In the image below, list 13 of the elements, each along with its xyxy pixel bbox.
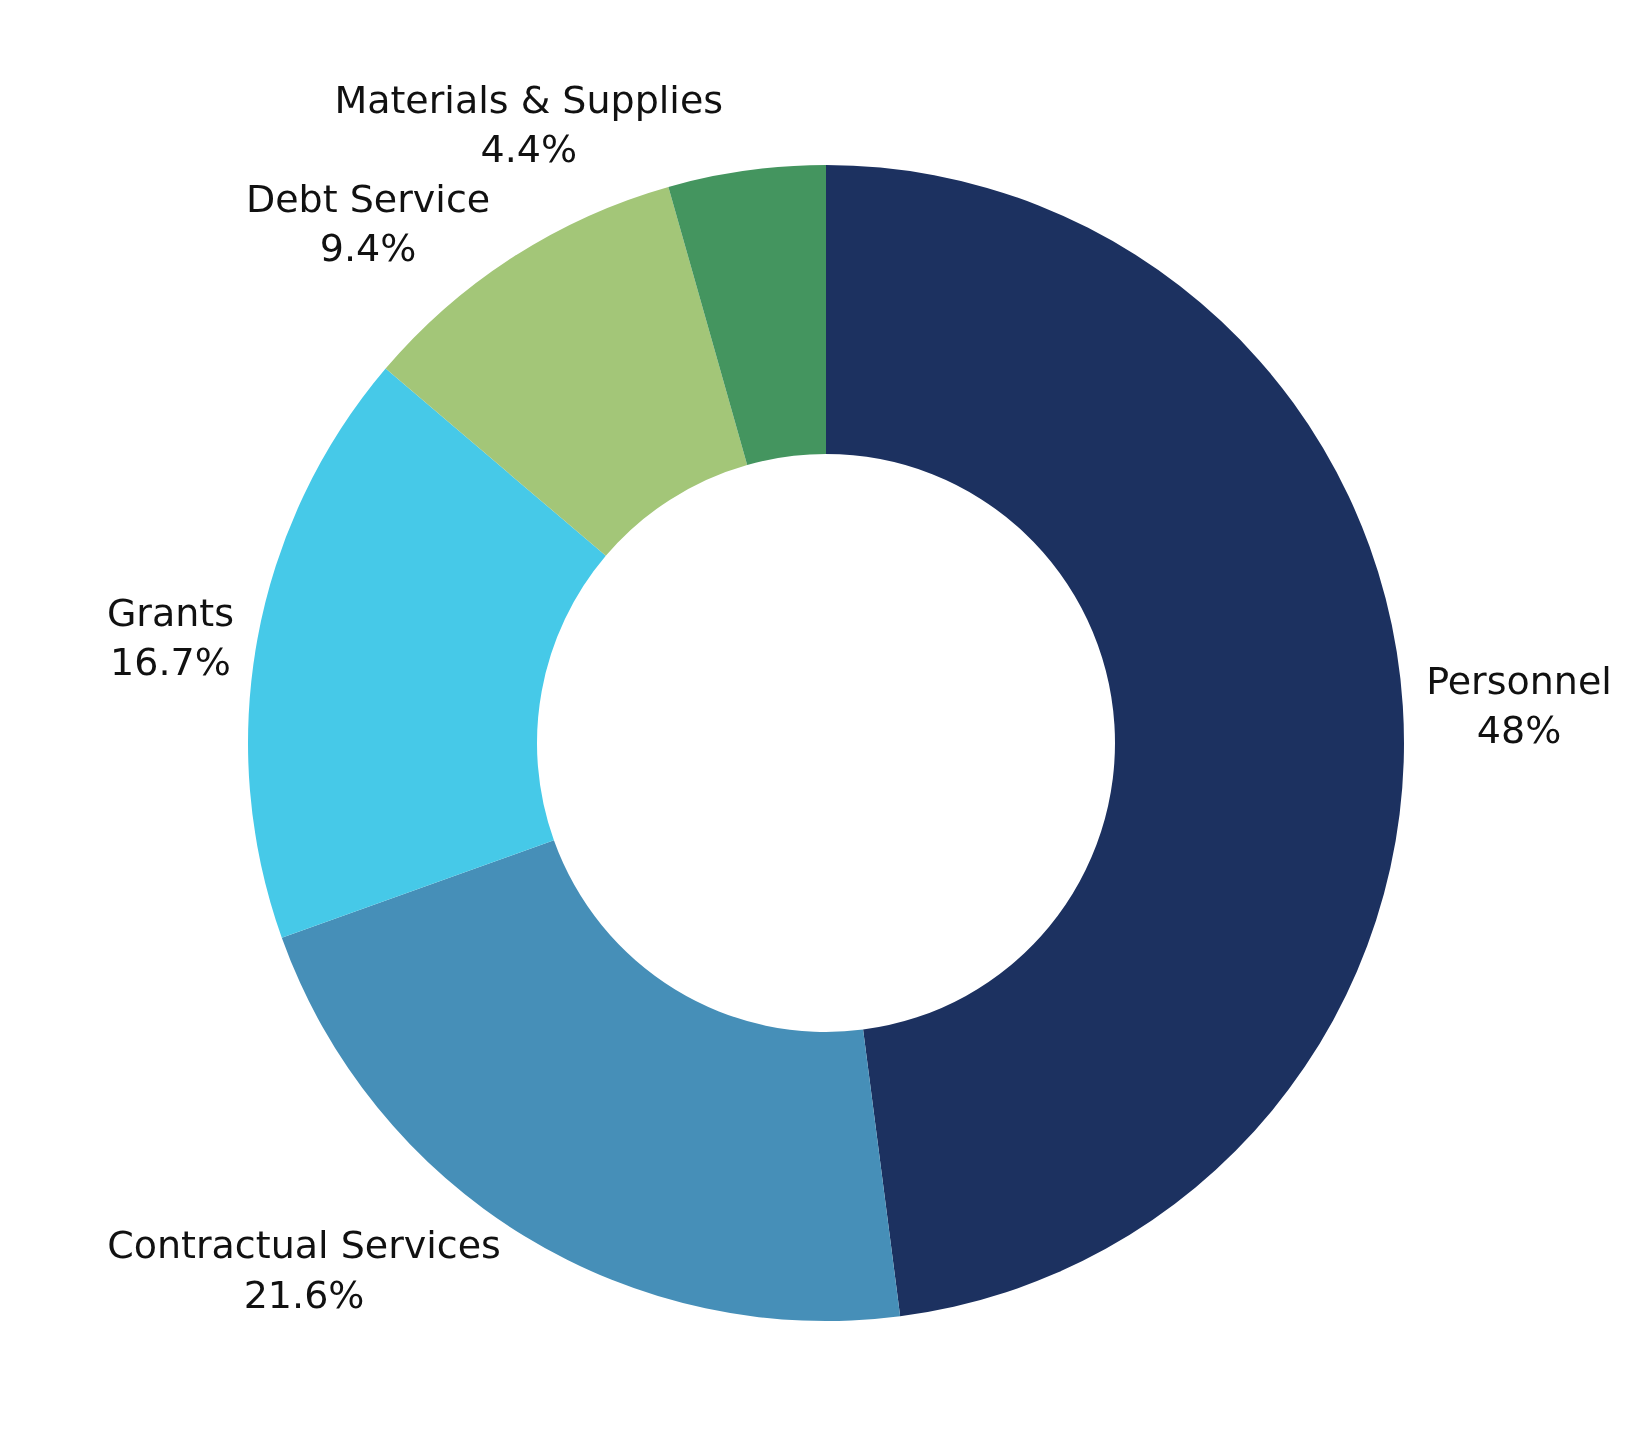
slice-label: Grants bbox=[106, 591, 235, 636]
slice-label: Personnel bbox=[1426, 658, 1612, 703]
slice-label: Contractual Services bbox=[107, 1223, 501, 1268]
donut-slice bbox=[826, 165, 1403, 1317]
donut-slice bbox=[248, 368, 606, 938]
data-label: 9.4% bbox=[319, 226, 417, 271]
data-label: 48% bbox=[1476, 708, 1562, 753]
data-label: 4.4% bbox=[480, 127, 578, 172]
donut-slice bbox=[668, 165, 826, 465]
data-label: 21.6% bbox=[243, 1272, 365, 1317]
slice-label: Materials & Supplies bbox=[334, 77, 724, 122]
slice-label: Debt Service bbox=[245, 177, 491, 222]
data-label: 16.7% bbox=[110, 640, 231, 685]
